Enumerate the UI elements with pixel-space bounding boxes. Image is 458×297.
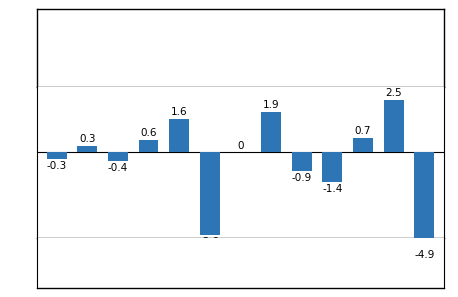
Bar — [200, 152, 220, 235]
Bar — [414, 152, 434, 256]
Text: 1.6: 1.6 — [171, 107, 187, 117]
Text: -1.4: -1.4 — [322, 184, 343, 194]
Bar — [353, 138, 373, 152]
Bar — [261, 112, 281, 152]
Bar — [384, 100, 403, 152]
Text: -4.9: -4.9 — [414, 250, 435, 260]
Text: -3.9: -3.9 — [200, 237, 220, 247]
Text: 0.3: 0.3 — [79, 134, 95, 144]
Bar — [322, 152, 343, 182]
Text: -0.9: -0.9 — [292, 173, 312, 183]
Text: 2.5: 2.5 — [385, 88, 402, 98]
Text: 0: 0 — [237, 140, 244, 151]
Bar — [77, 146, 97, 152]
Text: -0.3: -0.3 — [46, 161, 67, 171]
Bar — [108, 152, 128, 161]
Text: -0.4: -0.4 — [108, 163, 128, 173]
Bar — [138, 140, 158, 152]
Text: 0.6: 0.6 — [140, 128, 157, 138]
Text: 1.9: 1.9 — [263, 100, 279, 110]
Text: 0.7: 0.7 — [355, 126, 371, 136]
Bar — [47, 152, 66, 159]
Bar — [169, 119, 189, 152]
Bar — [292, 152, 312, 171]
